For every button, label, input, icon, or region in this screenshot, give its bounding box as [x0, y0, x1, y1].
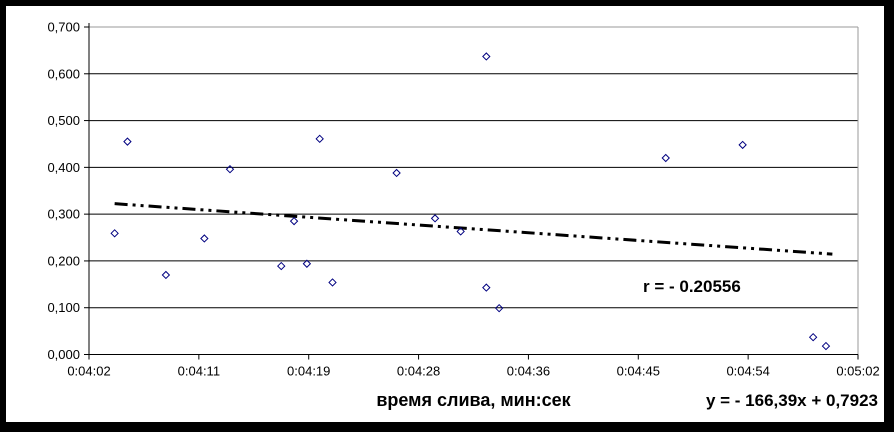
x-tick-label: 0:04:19 — [287, 364, 330, 379]
chart-panel: 0,000 0,100 0,200 0,300 0,400 0,500 0,600 0,700… — [6, 6, 884, 422]
x-axis-title: время слива, мин:сек — [376, 390, 571, 410]
data-point — [494, 303, 504, 313]
x-tick-label: 0:04:45 — [617, 364, 660, 379]
correlation-annotation: r = - 0.20556 — [643, 277, 741, 296]
data-point — [430, 214, 440, 223]
x-tick-label: 0:04:11 — [178, 364, 220, 379]
y-tick-label: 0,700 — [47, 20, 80, 35]
y-tick-label: 0,100 — [47, 300, 80, 315]
data-point — [200, 234, 209, 243]
chart-svg: 0,000 0,100 0,200 0,300 0,400 0,500 0,600 0,700… — [47, 20, 879, 379]
data-point — [738, 140, 747, 150]
data-point — [277, 261, 286, 271]
y-tick-label: 0,600 — [47, 66, 80, 81]
data-point — [808, 332, 818, 342]
data-point — [392, 168, 401, 178]
y-axis-title-clip: коэффициент угара марганца — [18, 22, 52, 362]
data-point — [110, 229, 119, 238]
y-tick-label: 0,500 — [47, 113, 80, 128]
data-point — [161, 270, 171, 280]
data-point — [482, 283, 491, 292]
x-tick-label: 0:04:54 — [726, 364, 769, 379]
y-tick-label: 0,000 — [47, 347, 80, 362]
data-point — [821, 341, 831, 351]
data-point — [302, 259, 312, 268]
y-tick-label: 0,400 — [47, 160, 80, 175]
y-axis-title: коэффициент угара марганца — [18, 66, 20, 362]
data-point — [123, 137, 132, 146]
data-point — [456, 227, 465, 236]
x-tick-label: 0:04:36 — [507, 364, 550, 379]
data-point — [661, 153, 670, 163]
data-point — [482, 52, 491, 61]
data-point — [225, 165, 235, 174]
x-tick-label: 0:05:02 — [836, 364, 879, 379]
data-point — [289, 216, 299, 226]
x-tick-label: 0:04:28 — [397, 364, 440, 379]
y-tick-label: 0,200 — [47, 253, 80, 268]
y-tick-label: 0,300 — [47, 207, 80, 222]
data-point — [315, 134, 324, 144]
trendline — [114, 202, 833, 256]
data-point — [328, 278, 337, 287]
x-tick-label: 0:04:02 — [67, 364, 110, 379]
trendline-equation: y = - 166,39x + 0,7923 — [705, 391, 878, 410]
